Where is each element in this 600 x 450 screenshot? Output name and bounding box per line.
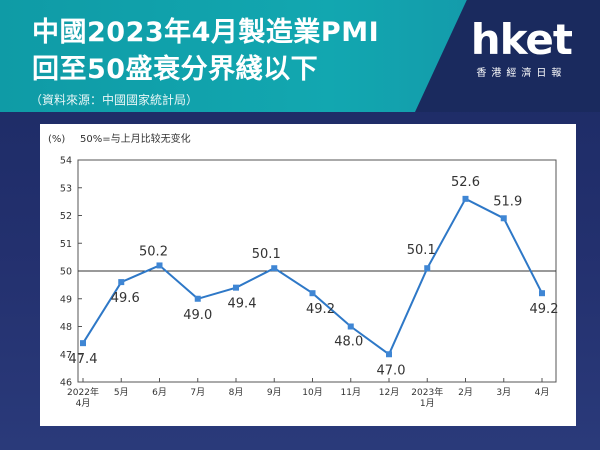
data-point-marker xyxy=(309,290,316,297)
y-tick-label: 51 xyxy=(60,239,72,250)
x-tick-label: 2022年 xyxy=(67,386,99,398)
x-tick-label: 2023年 xyxy=(411,386,443,398)
data-label: 50.1 xyxy=(407,243,436,258)
y-tick-label: 50 xyxy=(60,267,72,278)
data-point-marker xyxy=(271,265,278,272)
y-tick-label: 53 xyxy=(60,183,72,194)
data-label: 49.2 xyxy=(530,302,559,317)
page-title-line1: 中國2023年4月製造業PMI xyxy=(32,17,380,48)
x-tick-label: 9月 xyxy=(267,387,282,398)
y-tick-label: 47 xyxy=(60,350,72,361)
data-label: 49.2 xyxy=(306,302,335,317)
data-label: 49.6 xyxy=(111,291,140,306)
x-tick-label: 11月 xyxy=(341,387,361,398)
data-label: 49.0 xyxy=(183,308,212,323)
data-point-marker xyxy=(80,340,86,347)
x-tick-label: 4月 xyxy=(76,398,91,409)
x-tick-label: 4月 xyxy=(535,387,550,398)
y-tick-label: 52 xyxy=(60,211,72,222)
data-label: 50.1 xyxy=(252,247,281,262)
logo-subtitle: 香港經濟日報 xyxy=(476,68,567,79)
x-tick-label: 1月 xyxy=(420,398,435,409)
data-label: 47.0 xyxy=(377,363,406,378)
y-tick-label: 54 xyxy=(60,156,72,167)
pmi-series-line xyxy=(82,197,543,356)
data-point-marker xyxy=(386,351,392,358)
chart-card: (%) 50%=与上月比较无变化 46 47 48 49 50 51 52 53 54 2022年 4月… xyxy=(40,124,576,426)
x-tick-label: 12月 xyxy=(379,387,399,398)
x-tick-label: 2月 xyxy=(458,387,473,398)
data-point-marker xyxy=(500,215,507,222)
data-point-marker xyxy=(539,290,545,297)
data-label: 50.2 xyxy=(139,244,168,259)
hket-logo: hket 香港經濟日報 xyxy=(470,15,573,80)
x-tick-label: 8月 xyxy=(229,387,244,398)
x-tick-label: 7月 xyxy=(190,387,205,398)
x-tick-label: 3月 xyxy=(496,387,511,398)
data-point-marker xyxy=(233,284,239,291)
source-note: （資料來源：中國國家統計局） xyxy=(30,93,199,107)
data-label: 47.4 xyxy=(69,352,98,367)
logo-brand: hket xyxy=(470,15,573,64)
data-label: 52.6 xyxy=(451,175,480,190)
y-tick-label: 49 xyxy=(60,294,72,305)
data-label: 51.9 xyxy=(493,194,522,209)
data-point-marker xyxy=(347,323,354,330)
data-point-marker xyxy=(462,195,469,202)
x-tick-label: 6月 xyxy=(152,387,167,398)
data-label: 48.0 xyxy=(334,335,363,350)
pmi-line-chart: (%) 50%=与上月比较无变化4647484950515253542022年4月… xyxy=(48,132,559,409)
y-tick-label: 48 xyxy=(60,322,72,333)
x-tick-label: 5月 xyxy=(114,387,129,398)
legend-note: 50%=与上月比较无变化 xyxy=(80,132,191,145)
page-title-line2: 回至50盛衰分界綫以下 xyxy=(32,54,319,85)
data-point-marker xyxy=(118,279,125,286)
data-point-marker xyxy=(156,262,163,269)
x-tick-label: 10月 xyxy=(302,387,322,398)
y-tick-label: 46 xyxy=(60,378,72,389)
data-point-marker xyxy=(424,265,431,272)
data-label: 49.4 xyxy=(228,297,257,312)
data-point-marker xyxy=(194,295,201,302)
y-unit-label: (%) xyxy=(48,134,65,145)
title-banner: 中國2023年4月製造業PMI 回至50盛衰分界綫以下 （資料來源：中國國家統計… xyxy=(0,0,600,112)
